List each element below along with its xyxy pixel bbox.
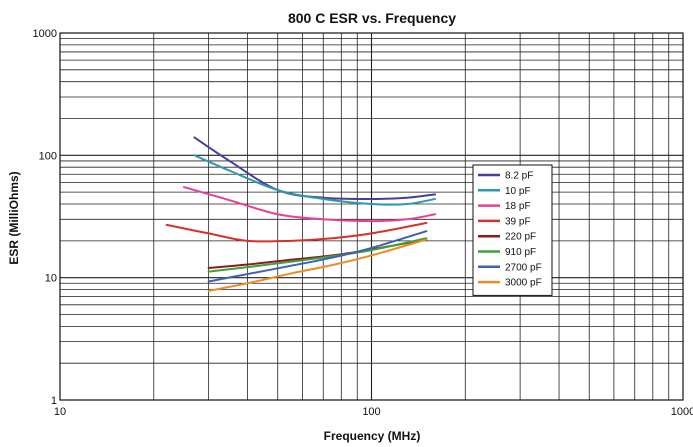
legend-label: 2700 pF — [505, 262, 542, 273]
legend-label: 39 pF — [505, 216, 531, 227]
series-lines — [165, 136, 437, 292]
series-line-3000-pf — [207, 238, 428, 292]
y-tick-label: 10 — [45, 273, 57, 285]
legend-label: 18 pF — [505, 201, 531, 212]
plot-frame — [59, 32, 684, 401]
y-axis-label: ESR (MilliOhms) — [7, 171, 21, 264]
grid — [60, 33, 683, 400]
series-line-2700-pf — [207, 230, 428, 283]
legend: 8.2 pF 10 pF 18 pF 39 pF 220 pF 910 pF 2700 pF… — [472, 164, 553, 296]
series-line-220-pf — [207, 238, 428, 269]
y-tick-label: 1 — [51, 395, 57, 407]
chart-title: 800 C ESR vs. Frequency — [288, 10, 456, 26]
legend-box — [472, 164, 553, 296]
legend-label: 8.2 pF — [505, 171, 533, 182]
series-line-8-2-pf — [193, 136, 437, 200]
legend-label: 3000 pF — [505, 278, 542, 289]
y-tick-label: 1000 — [33, 28, 57, 40]
x-tick-label: 100 — [362, 406, 380, 418]
series-line-39-pf — [165, 221, 428, 243]
x-tick-label: 10 — [54, 406, 66, 418]
series-line-910-pf — [207, 237, 428, 273]
legend-label: 910 pF — [505, 247, 536, 258]
x-axis-label: Frequency (MHz) — [324, 429, 421, 443]
legend-label: 10 pF — [505, 186, 531, 197]
legend-label: 220 pF — [505, 232, 536, 243]
x-tick-label: 1000 — [671, 406, 693, 418]
series-line-10-pf — [193, 154, 437, 206]
y-tick-label: 100 — [39, 150, 57, 162]
series-line-18-pf — [182, 186, 437, 223]
